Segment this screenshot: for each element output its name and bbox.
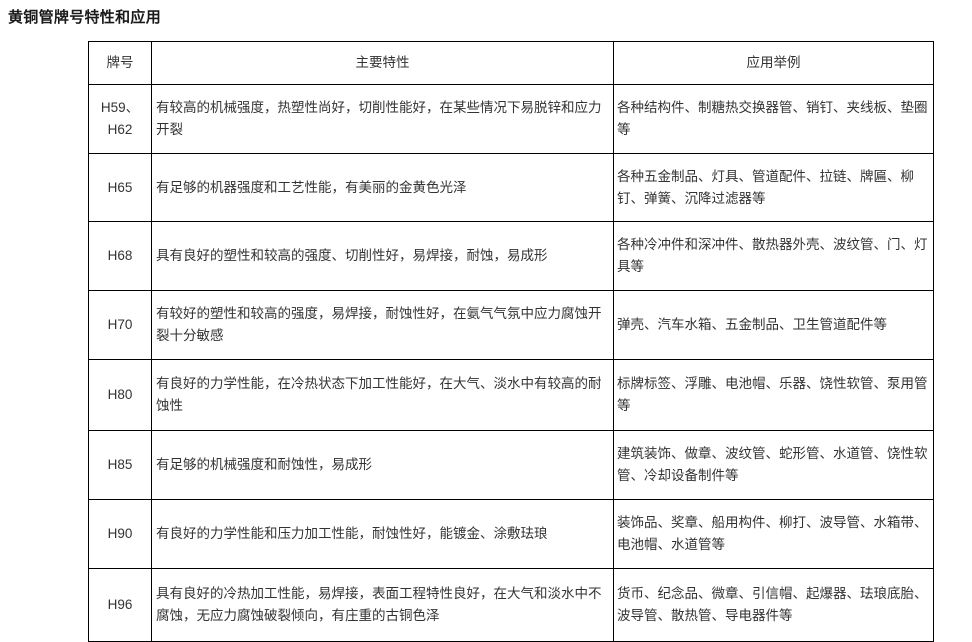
- cell-properties: 有足够的机器强度和工艺性能，有美丽的金黄色光泽: [151, 153, 614, 222]
- cell-properties: 有良好的力学性能和压力加工性能，耐蚀性好，能镀金、涂敷珐琅: [151, 499, 614, 569]
- cell-properties: 具有良好的冷热加工性能，易焊接，表面工程特性良好，在大气和淡水中不腐蚀，无应力腐…: [151, 568, 614, 642]
- cell-applications: 建筑装饰、做章、波纹管、蛇形管、水道管、饶性软管、冷却设备制件等: [613, 430, 934, 500]
- cell-applications: 各种五金制品、灯具、管道配件、拉链、牌匾、柳钉、弹簧、沉降过滤器等: [613, 153, 934, 222]
- cell-properties: 有足够的机械强度和耐蚀性，易成形: [151, 430, 614, 500]
- table-row: H59、 H62 有较高的机械强度，热塑性尚好，切削性能好，在某些情况下易脱锌和…: [88, 84, 934, 154]
- table-row: H65 有足够的机器强度和工艺性能，有美丽的金黄色光泽 各种五金制品、灯具、管道…: [88, 153, 934, 222]
- brass-tube-grade-table: 牌号 主要特性 应用举例 H59、 H62 有较高的机械强度，热塑性尚好，切削性…: [88, 41, 934, 642]
- cell-applications: 各种结构件、制糖热交换器管、销钉、夹线板、垫圈等: [613, 84, 934, 154]
- table-row: H80 有良好的力学性能，在冷热状态下加工性能好，在大气、淡水中有较高的耐蚀性 …: [88, 359, 934, 431]
- table-row: H96 具有良好的冷热加工性能，易焊接，表面工程特性良好，在大气和淡水中不腐蚀，…: [88, 568, 934, 642]
- table-header: 牌号 主要特性 应用举例: [88, 41, 934, 85]
- cell-grade: H68: [88, 221, 152, 291]
- table-header-row: 牌号 主要特性 应用举例: [88, 41, 934, 85]
- cell-properties: 有良好的力学性能，在冷热状态下加工性能好，在大气、淡水中有较高的耐蚀性: [151, 359, 614, 431]
- cell-grade: H70: [88, 290, 152, 360]
- cell-grade: H59、 H62: [88, 84, 152, 154]
- cell-applications: 弹壳、汽车水箱、五金制品、卫生管道配件等: [613, 290, 934, 360]
- table-row: H85 有足够的机械强度和耐蚀性，易成形 建筑装饰、做章、波纹管、蛇形管、水道管…: [88, 430, 934, 500]
- cell-applications: 标牌标签、浮雕、电池帽、乐器、饶性软管、泵用管等: [613, 359, 934, 431]
- table-row: H90 有良好的力学性能和压力加工性能，耐蚀性好，能镀金、涂敷珐琅 装饰品、奖章…: [88, 499, 934, 569]
- cell-properties: 有较高的机械强度，热塑性尚好，切削性能好，在某些情况下易脱锌和应力开裂: [151, 84, 614, 154]
- cell-grade: H80: [88, 359, 152, 431]
- column-header-properties: 主要特性: [151, 41, 614, 85]
- brass-tube-grade-table-container: 牌号 主要特性 应用举例 H59、 H62 有较高的机械强度，热塑性尚好，切削性…: [88, 41, 934, 642]
- page-root: 黄铜管牌号特性和应用 牌号 主要特性 应用举例 H59、 H62 有较高的机械强…: [8, 9, 934, 642]
- cell-applications: 各种冷冲件和深冲件、散热器外壳、波纹管、门、灯具等: [613, 221, 934, 291]
- cell-grade: H65: [88, 153, 152, 222]
- column-header-applications: 应用举例: [613, 41, 934, 85]
- cell-properties: 有较好的塑性和较高的强度，易焊接，耐蚀性好，在氨气气氛中应力腐蚀开裂十分敏感: [151, 290, 614, 360]
- table-row: H70 有较好的塑性和较高的强度，易焊接，耐蚀性好，在氨气气氛中应力腐蚀开裂十分…: [88, 290, 934, 360]
- cell-applications: 装饰品、奖章、船用构件、柳打、波导管、水箱带、电池帽、水道管等: [613, 499, 934, 569]
- table-row: H68 具有良好的塑性和较高的强度、切削性好，易焊接，耐蚀，易成形 各种冷冲件和…: [88, 221, 934, 291]
- cell-properties: 具有良好的塑性和较高的强度、切削性好，易焊接，耐蚀，易成形: [151, 221, 614, 291]
- column-header-grade: 牌号: [88, 41, 152, 85]
- cell-grade: H90: [88, 499, 152, 569]
- cell-grade: H96: [88, 568, 152, 642]
- cell-applications: 货币、纪念品、微章、引信帽、起爆器、珐琅底胎、波导管、散热管、导电器件等: [613, 568, 934, 642]
- table-body: H59、 H62 有较高的机械强度，热塑性尚好，切削性能好，在某些情况下易脱锌和…: [88, 84, 934, 642]
- cell-grade: H85: [88, 430, 152, 500]
- page-title: 黄铜管牌号特性和应用: [8, 9, 162, 26]
